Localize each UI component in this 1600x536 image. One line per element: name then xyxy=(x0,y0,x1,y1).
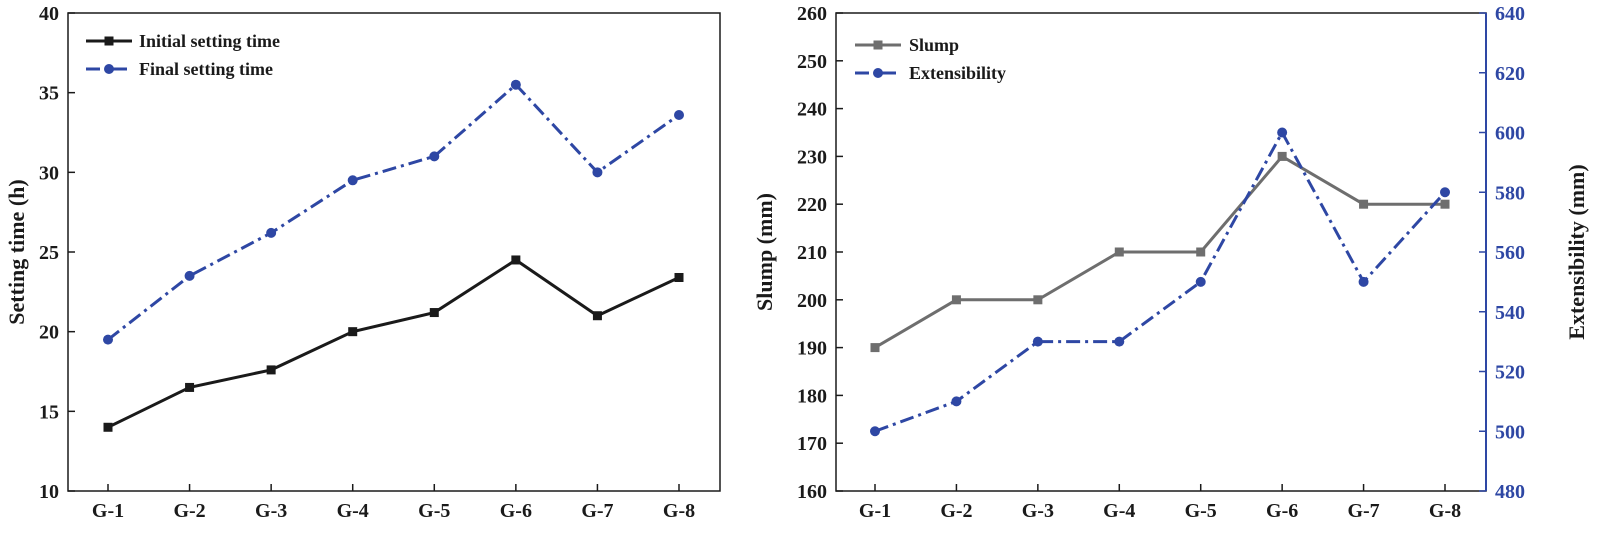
y2-tick-label: 480 xyxy=(1495,481,1525,503)
data-point-extensibility xyxy=(1440,187,1450,198)
y-tick-label: 240 xyxy=(797,99,827,121)
x-tick-label: G-8 xyxy=(663,500,695,522)
data-point-final-setting-time xyxy=(347,175,358,186)
y-tick-label: 170 xyxy=(797,433,827,455)
y-tick-label: 160 xyxy=(797,481,827,503)
y2-tick-label: 520 xyxy=(1495,362,1525,384)
y-tick-label: 30 xyxy=(39,162,59,184)
y-tick-label: 260 xyxy=(797,3,827,25)
data-point-initial-setting-time xyxy=(429,308,439,318)
series-line-slump xyxy=(874,154,1445,349)
y2-tick-label: 600 xyxy=(1495,123,1525,145)
legend-initial-label: Initial setting time xyxy=(139,31,280,51)
x-tick-label: G-4 xyxy=(1103,500,1135,522)
left-legend: Initial setting time Final setting time xyxy=(86,31,280,79)
data-point-final-setting-time xyxy=(184,270,195,281)
data-point-initial-setting-time xyxy=(266,365,276,375)
right-y2-axis-title: Extensibility (mm) xyxy=(1564,164,1589,339)
x-tick-label: G-7 xyxy=(581,500,613,522)
legend-slump-label: Slump xyxy=(909,35,959,55)
data-point-initial-setting-time xyxy=(592,311,602,321)
data-point-initial-setting-time xyxy=(674,272,684,282)
x-tick-label: G-3 xyxy=(255,500,287,522)
data-point-final-setting-time xyxy=(103,334,113,345)
y-tick-label: 20 xyxy=(39,322,59,344)
y-tick-label: 200 xyxy=(797,290,827,312)
data-point-final-setting-time xyxy=(592,167,603,178)
x-tick-label: G-2 xyxy=(940,500,972,522)
y-tick-label: 15 xyxy=(39,401,59,423)
y-tick-label: 220 xyxy=(797,194,827,216)
left-y-axis-title: Setting time (h) xyxy=(4,179,29,324)
y-tick-label: 250 xyxy=(797,51,827,73)
y-tick-label: 35 xyxy=(39,83,59,105)
series-line-initial-setting-time xyxy=(107,258,680,429)
x-tick-label: G-8 xyxy=(1429,500,1461,522)
y-tick-label: 190 xyxy=(797,338,827,360)
legend-extensibility-marker xyxy=(873,68,883,78)
left-plot-frame xyxy=(67,12,721,492)
x-tick-label: G-5 xyxy=(418,500,450,522)
y-tick-label: 25 xyxy=(39,242,59,264)
left-chart: 10 15 20 25 30 35 40 G-1 G-2 G-3 G-4 G-5 G-6 G-7 G-8 S… xyxy=(4,3,721,522)
y2-tick-label: 580 xyxy=(1495,182,1525,204)
data-point-final-setting-time xyxy=(429,151,440,162)
right-chart: 160 170 180 190 200 210 220 230 240 250 260 480 500 5… xyxy=(752,3,1589,522)
legend-initial-marker xyxy=(104,36,114,46)
data-point-slump xyxy=(1114,247,1124,257)
data-point-slump xyxy=(1440,199,1450,209)
data-point-initial-setting-time xyxy=(348,327,358,337)
data-point-extensibility xyxy=(1277,127,1288,138)
data-point-initial-setting-time xyxy=(511,255,521,265)
data-point-extensibility xyxy=(1195,276,1206,287)
data-point-initial-setting-time xyxy=(103,422,113,432)
x-tick-label: G-6 xyxy=(1266,500,1298,522)
x-tick-label: G-4 xyxy=(337,500,369,522)
data-point-slump xyxy=(1277,151,1287,161)
legend-final-marker xyxy=(104,64,114,74)
y-tick-label: 180 xyxy=(797,385,827,407)
series-line-final-setting-time xyxy=(107,82,680,341)
data-point-initial-setting-time xyxy=(185,382,195,392)
data-point-extensibility xyxy=(1358,276,1369,287)
x-tick-label: G-5 xyxy=(1185,500,1217,522)
y2-tick-label: 500 xyxy=(1495,421,1525,443)
y-tick-label: 40 xyxy=(39,3,59,25)
y2-tick-label: 540 xyxy=(1495,302,1525,324)
data-point-final-setting-time xyxy=(510,79,521,90)
x-tick-label: G-1 xyxy=(92,500,124,522)
data-point-extensibility xyxy=(870,426,880,437)
data-point-extensibility xyxy=(951,396,962,407)
legend-final-label: Final setting time xyxy=(139,59,273,79)
y2-tick-label: 560 xyxy=(1495,242,1525,264)
y2-tick-label: 620 xyxy=(1495,63,1525,85)
y-tick-label: 230 xyxy=(797,146,827,168)
x-tick-label: G-7 xyxy=(1347,500,1379,522)
x-tick-label: G-6 xyxy=(500,500,532,522)
legend-slump-marker xyxy=(873,40,883,50)
data-point-slump xyxy=(870,343,880,353)
x-tick-label: G-3 xyxy=(1022,500,1054,522)
x-tick-label: G-1 xyxy=(859,500,891,522)
right-legend: Slump Extensibility xyxy=(855,35,1006,83)
legend-extensibility-label: Extensibility xyxy=(909,63,1006,83)
data-point-slump xyxy=(1033,295,1043,305)
data-point-extensibility xyxy=(1114,336,1125,347)
y-tick-label: 210 xyxy=(797,242,827,264)
y-tick-label: 10 xyxy=(39,481,59,503)
data-point-slump xyxy=(951,295,961,305)
series-line-extensibility xyxy=(874,129,1447,433)
y2-tick-label: 640 xyxy=(1495,3,1525,25)
data-point-extensibility xyxy=(1032,336,1043,347)
data-point-slump xyxy=(1359,199,1369,209)
data-point-final-setting-time xyxy=(674,109,684,120)
data-point-slump xyxy=(1196,247,1206,257)
right-y-axis-title: Slump (mm) xyxy=(752,193,777,311)
data-point-final-setting-time xyxy=(266,227,277,238)
x-tick-label: G-2 xyxy=(173,500,205,522)
